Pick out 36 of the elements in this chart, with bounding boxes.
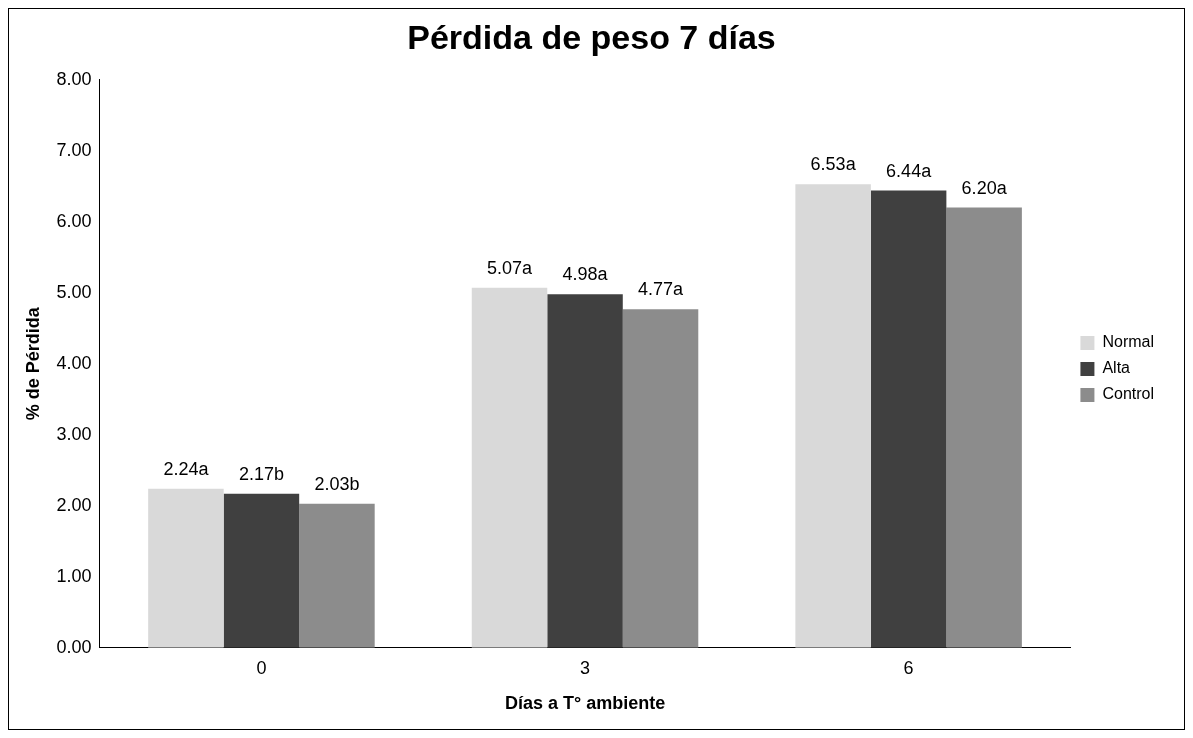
y-tick-label: 8.00 [56, 68, 92, 89]
data-label: 4.98a [562, 264, 609, 285]
x-tick-label: 6 [903, 657, 914, 678]
data-label: 6.53a [810, 154, 857, 175]
legend-label: Control [1102, 385, 1154, 403]
data-label: 6.44a [886, 160, 933, 181]
y-tick-label: 7.00 [56, 139, 92, 160]
y-tick-label: 1.00 [56, 565, 92, 586]
y-axis-title: % de Pérdida [22, 306, 43, 421]
data-label: 5.07a [487, 257, 534, 278]
bar [148, 488, 224, 648]
bar [946, 207, 1022, 648]
bar [795, 184, 871, 648]
data-label: 2.24a [163, 458, 210, 479]
bar [622, 309, 699, 648]
data-label: 2.03b [314, 473, 360, 494]
y-tick-label: 3.00 [56, 423, 92, 444]
x-tick-label: 0 [256, 657, 267, 678]
legend-label: Alta [1102, 359, 1131, 377]
y-tick-label: 4.00 [56, 352, 92, 373]
chart-title: Pérdida de peso 7 días [407, 17, 776, 56]
bar [223, 493, 300, 648]
bar [547, 294, 623, 648]
x-tick-label: 3 [580, 657, 591, 678]
x-axis-title: Días a T° ambiente [504, 693, 666, 714]
y-tick-label: 5.00 [56, 281, 92, 302]
data-label: 2.17b [238, 463, 284, 484]
y-tick-label: 6.00 [56, 210, 92, 231]
y-tick-label: 0.00 [56, 636, 92, 657]
data-label: 4.77a [638, 279, 685, 300]
legend-label: Normal [1102, 333, 1154, 351]
bar [299, 503, 375, 648]
bar [471, 287, 548, 648]
data-label: 6.20a [961, 177, 1008, 198]
y-tick-label: 2.00 [56, 494, 92, 515]
bar [870, 190, 947, 648]
